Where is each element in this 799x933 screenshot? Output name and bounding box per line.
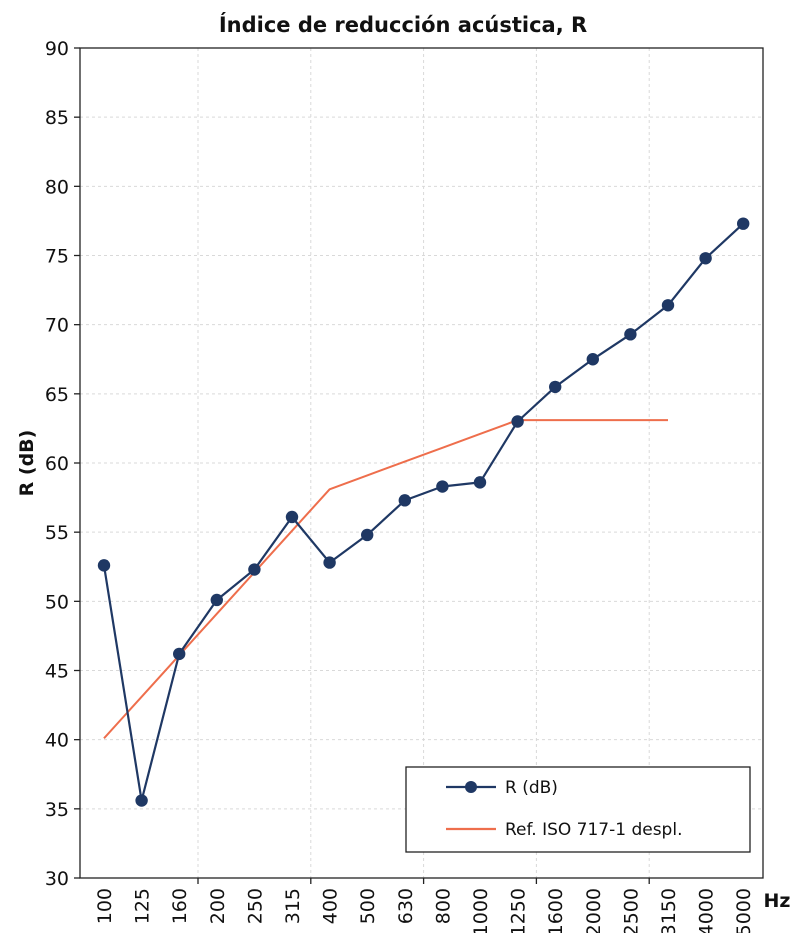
data-point-r-db (549, 380, 562, 394)
y-tick-label: 65 (45, 384, 69, 406)
x-tick-label: 200 (207, 888, 229, 924)
x-tick-label: 630 (395, 888, 417, 924)
x-tick-label: 5000 (733, 888, 755, 933)
chart-title: Índice de reducción acústica, R (219, 12, 587, 37)
legend-label-r-db: R (dB) (505, 778, 558, 798)
data-point-r-db (173, 647, 186, 661)
data-point-r-db (737, 217, 750, 230)
y-tick-label: 45 (45, 661, 69, 683)
grid-lines (80, 48, 763, 878)
data-point-r-db (624, 328, 637, 341)
y-tick-label: 60 (45, 453, 69, 475)
x-tick-label: 500 (357, 888, 379, 924)
data-point-r-db (361, 528, 374, 542)
data-point-r-db (511, 415, 524, 428)
x-tick-label: 3150 (658, 888, 680, 933)
legend: R (dB) Ref. ISO 717-1 despl. (405, 766, 751, 853)
y-tick-label: 35 (45, 799, 69, 821)
data-point-r-db (97, 559, 111, 572)
y-tick-label: 40 (45, 730, 69, 752)
data-point-r-db (135, 794, 148, 807)
y-tick-label: 80 (45, 176, 69, 198)
plot-series (97, 217, 750, 807)
data-point-r-db (248, 563, 261, 576)
series-line-ref-iso-717-1-despl (103, 419, 668, 739)
data-point-r-db (436, 480, 449, 493)
x-tick-label: 250 (244, 888, 266, 924)
y-tick-label: 85 (45, 107, 69, 129)
x-tick-label: 800 (432, 888, 454, 924)
x-tick-label: 1600 (545, 888, 567, 933)
y-tick-label: 70 (45, 315, 69, 337)
series-line-r-db (102, 222, 744, 802)
x-tick-label: 315 (282, 888, 304, 924)
legend-label-ref-iso: Ref. ISO 717-1 despl. (505, 820, 682, 840)
x-tick-label: 1000 (470, 888, 492, 933)
x-tick-label: 1250 (508, 888, 530, 933)
data-point-r-db (398, 494, 411, 507)
y-tick-label: 55 (45, 522, 69, 544)
y-axis-ticks: 30 35 40 45 50 55 60 65 70 75 80 85 90 (45, 38, 80, 890)
x-tick-label: 400 (320, 888, 342, 924)
data-point-r-db (210, 593, 223, 607)
legend-marker-r-db (465, 781, 477, 793)
x-tick-label: 160 (169, 888, 191, 924)
x-tick-label: 4000 (696, 888, 718, 933)
data-point-r-db (473, 476, 487, 489)
y-axis-label: R (dB) (16, 430, 38, 497)
y-tick-label: 75 (45, 246, 69, 268)
data-point-r-db (323, 556, 336, 569)
y-tick-label: 50 (45, 591, 69, 613)
x-tick-label: 2000 (583, 888, 605, 933)
x-axis-ticks: 100 125 160 200 250 315 400 500 630 800 1000 1250 16… (94, 878, 755, 933)
x-axis-unit-label: Hz (764, 890, 791, 912)
y-tick-label: 90 (45, 38, 69, 60)
data-point-r-db (661, 299, 675, 312)
data-point-r-db (586, 353, 599, 366)
y-tick-label: 30 (45, 868, 69, 890)
x-tick-label: 125 (132, 888, 154, 924)
x-tick-label: 100 (94, 888, 116, 924)
data-point-r-db (285, 510, 299, 524)
x-tick-label: 2500 (620, 888, 642, 933)
legend-box (405, 766, 751, 853)
data-point-r-db (699, 252, 712, 265)
